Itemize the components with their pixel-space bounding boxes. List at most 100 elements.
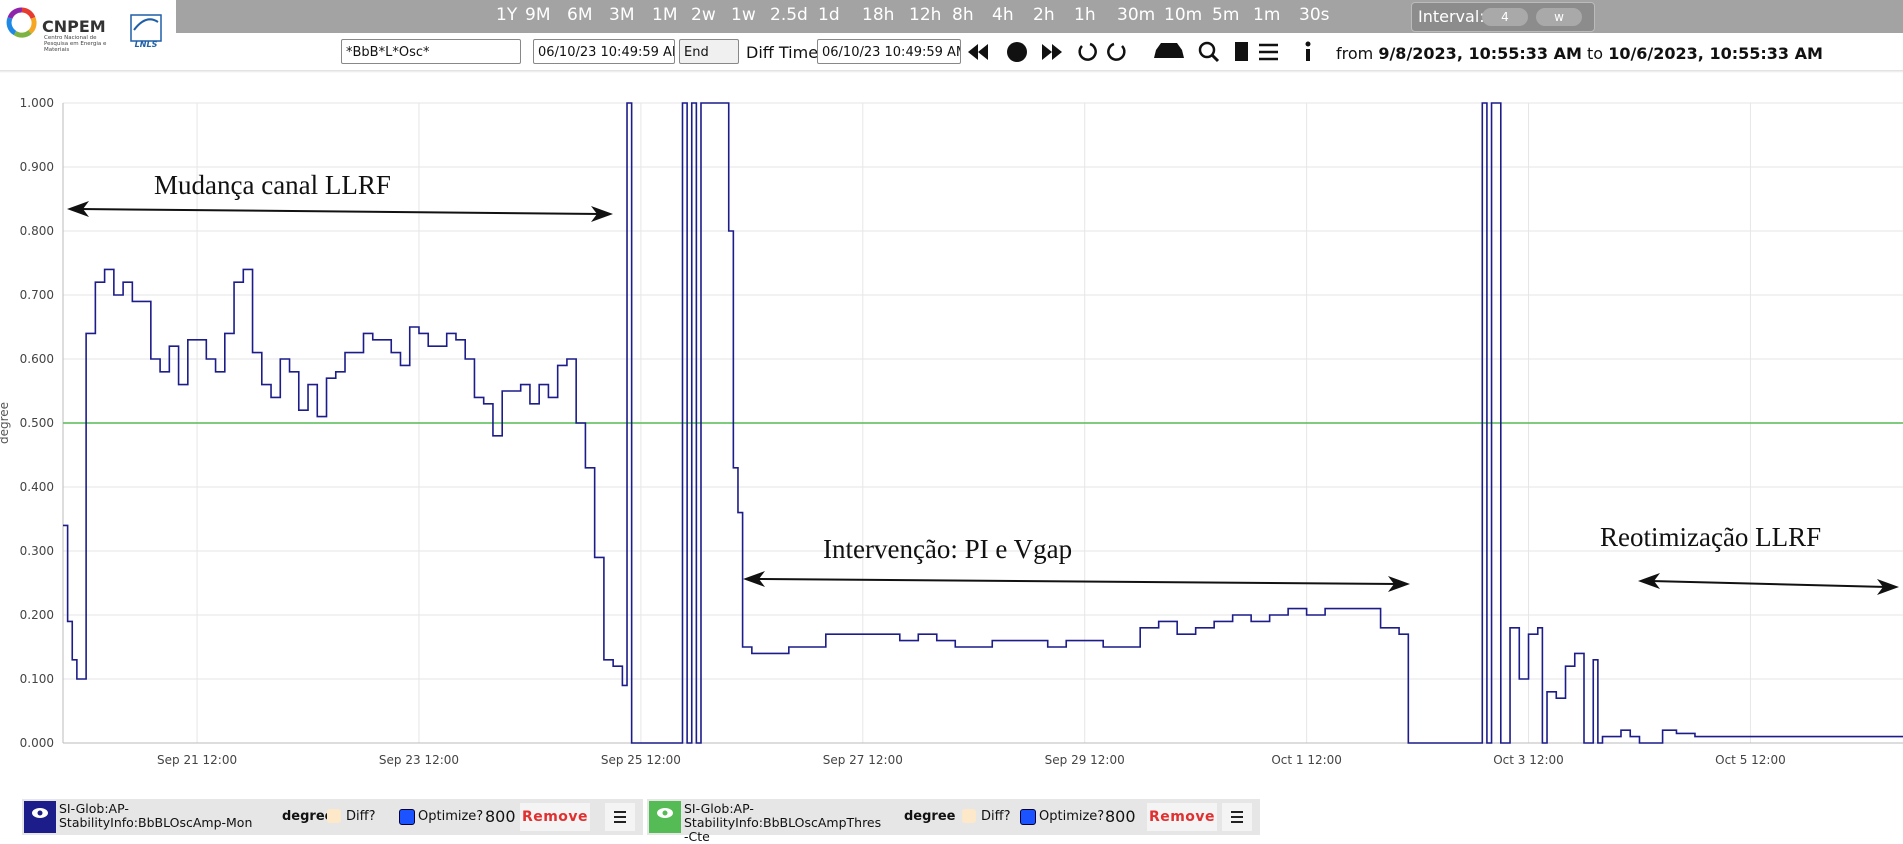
- annotation-arrow: [754, 578, 1399, 585]
- logo[interactable]: CNPEM Centro Nacional de Pesquisa em Ene…: [0, 0, 176, 60]
- logo-sub-wrap: Centro Nacional de Pesquisa em Energia e…: [44, 35, 107, 53]
- x-tick-label: Sep 23 12:00: [379, 753, 459, 767]
- excel-icon[interactable]: [1235, 42, 1248, 61]
- header-shadow: [0, 70, 1903, 73]
- zoom-button[interactable]: 10m: [1164, 5, 1203, 25]
- arrow-head: [1388, 576, 1410, 592]
- eye-icon: [657, 808, 673, 818]
- series-line: [63, 102, 1903, 744]
- menu-icon: [614, 811, 626, 823]
- y-tick-label: 0.700: [20, 288, 54, 302]
- zoom-button[interactable]: 2w: [691, 5, 716, 25]
- remove-button[interactable]: Remove: [520, 803, 590, 831]
- tool-icons: [968, 41, 1311, 63]
- optimize-checkbox[interactable]: [399, 809, 415, 825]
- undo-icon[interactable]: [1078, 42, 1097, 61]
- info-icon[interactable]: [1306, 49, 1310, 61]
- time-input[interactable]: 06/10/23 10:49:59 AM: [533, 39, 675, 64]
- legend-eye[interactable]: [24, 801, 56, 833]
- zoom-button[interactable]: 1d: [818, 5, 840, 25]
- forward-icon[interactable]: [1042, 44, 1062, 60]
- zoom-button[interactable]: 18h: [862, 5, 895, 25]
- annotation-arrow: [78, 208, 602, 215]
- logo-subtitle: Centro Nacional de Pesquisa em Energia e…: [44, 35, 107, 53]
- optimize-checkbox[interactable]: [1020, 809, 1036, 825]
- diff-checkbox[interactable]: [962, 809, 976, 823]
- legend-unit: degree: [282, 809, 334, 824]
- zoom-button[interactable]: 4h: [992, 5, 1014, 25]
- remove-button[interactable]: Remove: [1147, 803, 1217, 831]
- legend-eye[interactable]: [649, 801, 681, 833]
- zoom-button[interactable]: 5m: [1212, 5, 1240, 25]
- interval-unit[interactable]: w: [1536, 8, 1582, 26]
- logo-name: CNPEM: [42, 17, 106, 36]
- live-icon[interactable]: [1007, 42, 1027, 62]
- zoom-button[interactable]: 1M: [652, 5, 678, 25]
- legend-menu[interactable]: [1222, 803, 1252, 831]
- range-text: from 9/8/2023, 10:55:33 AM to 10/6/2023,…: [1336, 44, 1823, 63]
- zoom-button[interactable]: 2h: [1033, 5, 1055, 25]
- annotation: Intervenção: PI e Vgap: [823, 534, 1072, 564]
- x-tick-label: Sep 27 12:00: [823, 753, 903, 767]
- diff-checkbox[interactable]: [327, 809, 341, 823]
- interval-label: Interval:: [1418, 7, 1485, 26]
- legend-item: SI-Glob:AP-StabilityInfo:BbBLOscAmpThres…: [647, 799, 1260, 844]
- car-icon[interactable]: [1154, 43, 1184, 58]
- zoom-button[interactable]: 30s: [1299, 5, 1330, 25]
- search-input[interactable]: *BbB*L*Osc*: [341, 39, 521, 64]
- legend-menu[interactable]: [605, 803, 635, 831]
- zoom-bar: [176, 0, 1903, 33]
- diff-label: Diff Time:: [746, 43, 824, 62]
- y-tick-label: 0.900: [20, 160, 54, 174]
- list-icon[interactable]: [1259, 43, 1278, 61]
- zoom-button[interactable]: 30m: [1117, 5, 1156, 25]
- zoom-button[interactable]: 6M: [567, 5, 593, 25]
- diff-label: Diff?: [346, 809, 376, 824]
- zoom-button[interactable]: 1Y: [496, 5, 518, 25]
- y-tick-label: 0.000: [20, 736, 54, 750]
- from-label: from: [1336, 44, 1374, 63]
- x-tick-label: Oct 3 12:00: [1493, 753, 1564, 767]
- optimize-label: Optimize?: [1039, 809, 1105, 824]
- optimize-label: Optimize?: [418, 809, 484, 824]
- diff-input[interactable]: 06/10/23 10:49:59 AM: [817, 39, 961, 64]
- y-tick-label: 1.000: [20, 96, 54, 110]
- to-label: to: [1587, 44, 1604, 63]
- zoom-button[interactable]: 8h: [952, 5, 974, 25]
- logo-ring: [6, 7, 37, 38]
- y-tick-label: 0.600: [20, 352, 54, 366]
- menu-icon: [1231, 811, 1243, 823]
- zoom-button[interactable]: 1m: [1253, 5, 1281, 25]
- annotation-arrow: [1649, 580, 1888, 588]
- from-date: 9/8/2023, 10:55:33 AM: [1378, 44, 1582, 63]
- zoom-handle: [1210, 53, 1220, 63]
- lab-swoosh: [133, 18, 159, 31]
- end-select[interactable]: End: [679, 39, 739, 64]
- legend-item: SI-Glob:AP-StabilityInfo:BbBLOscAmp-Mon d…: [22, 799, 643, 835]
- arrow-head: [67, 201, 89, 217]
- zoom-button[interactable]: 1h: [1074, 5, 1096, 25]
- legend-series-name: SI-Glob:AP-StabilityInfo:BbBLOscAmp-Mon: [59, 801, 253, 830]
- redo-icon[interactable]: [1107, 42, 1126, 61]
- zoom-button[interactable]: 2.5d: [770, 5, 808, 25]
- interval-value[interactable]: 4: [1482, 8, 1528, 26]
- x-tick-label: Sep 25 12:00: [601, 753, 681, 767]
- eye-icon: [32, 808, 48, 818]
- y-tick-label: 0.500: [20, 416, 54, 430]
- arrow-head: [591, 206, 613, 222]
- zoom-button[interactable]: 12h: [909, 5, 942, 25]
- y-tick-label: 0.300: [20, 544, 54, 558]
- y-tick-label: 0.100: [20, 672, 54, 686]
- zoom-icon[interactable]: [1198, 41, 1216, 59]
- y-tick-label: 0.200: [20, 608, 54, 622]
- legend-series-name: SI-Glob:AP-StabilityInfo:BbBLOscAmpThres…: [684, 801, 882, 844]
- zoom-button[interactable]: 9M: [525, 5, 551, 25]
- y-tick-label: 0.800: [20, 224, 54, 238]
- zoom-button[interactable]: 1w: [731, 5, 756, 25]
- back-icon[interactable]: [968, 44, 988, 60]
- zoom-button[interactable]: 3M: [609, 5, 635, 25]
- info-dot: [1305, 41, 1311, 47]
- x-tick-label: Oct 5 12:00: [1715, 753, 1786, 767]
- arrow-head: [743, 571, 765, 587]
